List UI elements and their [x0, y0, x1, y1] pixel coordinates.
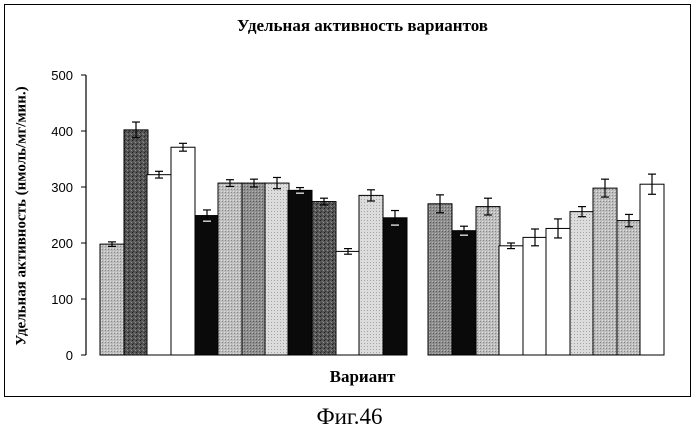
bar — [523, 237, 547, 355]
bar — [195, 216, 219, 355]
bar — [124, 130, 148, 355]
y-tick-label: 400 — [51, 124, 73, 139]
y-tick-label: 300 — [51, 180, 73, 195]
chart-title: Удельная активность вариантов — [0, 16, 699, 36]
bar — [383, 218, 407, 355]
bar — [428, 204, 452, 355]
bar — [452, 231, 476, 355]
bar — [359, 195, 383, 355]
bar — [570, 212, 594, 355]
bar — [242, 183, 266, 355]
y-tick-label: 0 — [66, 348, 73, 363]
bar — [476, 207, 500, 355]
bar — [499, 246, 523, 355]
y-tick-label: 100 — [51, 292, 73, 307]
bar — [288, 190, 312, 355]
bar — [640, 184, 664, 355]
bar — [265, 183, 289, 355]
bar — [546, 228, 570, 355]
bar — [171, 147, 195, 355]
bar — [100, 244, 124, 355]
bar — [312, 202, 336, 355]
x-axis-label: Вариант — [0, 367, 699, 387]
bar — [147, 175, 171, 355]
bar — [218, 183, 242, 355]
bar — [593, 188, 617, 355]
y-axis-label: Удельная активность (нмоль/мг/мин.) — [14, 66, 31, 366]
figure-caption: Фиг.46 — [0, 404, 699, 430]
bar — [336, 251, 360, 355]
bar — [617, 221, 641, 355]
y-tick-label: 500 — [51, 68, 73, 83]
y-tick-label: 200 — [51, 236, 73, 251]
